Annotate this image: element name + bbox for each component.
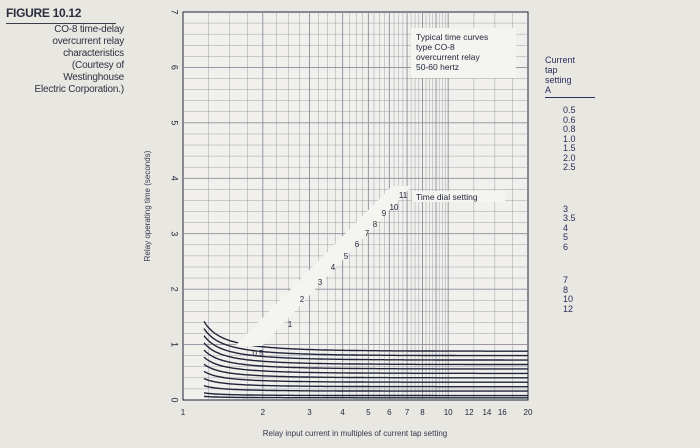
chart-title-box xyxy=(411,28,516,78)
caption-line: (Courtesy of xyxy=(71,60,124,71)
tap-heading-line: Current xyxy=(545,55,576,65)
time-dial-label: 9 xyxy=(382,209,387,218)
y-tick-label: 4 xyxy=(170,176,180,181)
tap-value: 3 xyxy=(563,203,569,214)
caption-line: Westinghouse xyxy=(63,72,124,83)
y-tick-label: 2 xyxy=(170,287,180,292)
tap-value: 7 xyxy=(563,275,569,285)
caption-line: Electric Corporation.) xyxy=(34,84,124,95)
chart-title-line: Typical time curves xyxy=(416,32,488,42)
time-dial-curve-7 xyxy=(203,349,528,370)
figure-caption: FIGURE 10.12 CO-8 time-delay overcurrent… xyxy=(6,6,154,96)
time-dial-curve-11 xyxy=(203,321,528,352)
figure-label: FIGURE 10.12 xyxy=(6,6,82,20)
tap-value: 6 xyxy=(563,241,569,252)
current-tap-setting-panel: Current tap setting A 0.5 0.6 0.8 1.0 1.5 2.0… xyxy=(545,55,605,314)
x-tick-label: 16 xyxy=(498,408,507,417)
x-tick-label: 8 xyxy=(420,408,425,417)
x-tick-label: 1 xyxy=(181,408,186,417)
curve-group xyxy=(203,321,528,399)
tap-value: 2.5 xyxy=(563,162,576,172)
dial-label-band xyxy=(235,186,412,346)
x-tick-label: 12 xyxy=(465,408,474,417)
time-dial-curve-9 xyxy=(203,335,528,361)
caption-line: CO-8 time-delay xyxy=(54,24,124,35)
y-tick-label: 6 xyxy=(170,65,180,70)
time-dial-label: 7 xyxy=(365,229,370,238)
tap-heading-line: A xyxy=(545,85,552,95)
y-tick-label: 5 xyxy=(170,120,180,125)
time-dial-curve-1 xyxy=(203,392,528,397)
tap-value: 4 xyxy=(563,222,569,233)
time-dial-label: 11 xyxy=(399,191,408,200)
y-tick-label: 7 xyxy=(170,9,180,14)
tap-value-group: 7 8 10 12 xyxy=(563,275,605,314)
time-dial-label: 1 xyxy=(288,320,293,329)
tap-value: 2.0 xyxy=(563,152,576,163)
tap-value: 1.0 xyxy=(563,133,576,144)
y-axis-label: Relay operating time (seconds) xyxy=(143,150,152,261)
caption-line: characteristics xyxy=(63,48,124,59)
time-dial-curve-3 xyxy=(203,377,528,388)
y-tick-label: 0 xyxy=(170,397,180,402)
time-dial-label: 4 xyxy=(331,263,336,272)
tap-value: 12 xyxy=(563,303,574,314)
tap-value: 3.5 xyxy=(563,213,576,223)
x-tick-label: 20 xyxy=(524,408,533,417)
tap-heading-line: setting xyxy=(545,75,572,85)
y-tick-label: 1 xyxy=(170,342,180,347)
caption-line: overcurrent relay xyxy=(52,36,124,47)
time-dial-label: 2 xyxy=(300,295,305,304)
x-tick-label: 2 xyxy=(261,408,266,417)
tap-heading-divider xyxy=(545,97,595,98)
tap-value-groups: 0.5 0.6 0.8 1.0 1.5 2.0 2.5 3 3.5 4 5 6 7 8 10 12 xyxy=(545,105,605,314)
tap-value: 10 xyxy=(563,294,574,304)
chart-title-line: overcurrent relay xyxy=(416,52,481,62)
time-dial-label: 8 xyxy=(373,220,378,229)
dial-setting-label: Time dial setting xyxy=(416,192,478,202)
chart-title-line: 50-60 hertz xyxy=(416,62,459,72)
tap-value: 5 xyxy=(563,232,569,242)
tap-value: 1.5 xyxy=(563,143,576,153)
tap-heading-line: tap xyxy=(545,65,558,75)
y-tick-label: 3 xyxy=(170,231,180,236)
time-dial-curve-10 xyxy=(203,328,528,357)
x-tick-label: 10 xyxy=(444,408,453,417)
tap-value: 0.5 xyxy=(563,105,576,115)
x-tick-label: 7 xyxy=(405,408,410,417)
x-tick-label: 3 xyxy=(307,408,312,417)
dial-setting-label-box xyxy=(412,191,505,202)
time-dial-label: 6 xyxy=(355,240,360,249)
tap-value: 0.6 xyxy=(563,114,576,125)
x-tick-label: 5 xyxy=(366,408,371,417)
time-dial-curve-0-5 xyxy=(203,395,528,399)
time-dial-curve-8 xyxy=(203,342,528,366)
tap-value: 8 xyxy=(563,284,569,295)
time-dial-label: 3 xyxy=(318,278,323,287)
tap-value-group: 3 3.5 4 5 6 xyxy=(563,203,605,253)
time-dial-curve-2 xyxy=(203,385,528,392)
tap-value-group: 0.5 0.6 0.8 1.0 1.5 2.0 2.5 xyxy=(563,105,605,173)
x-tick-label: 4 xyxy=(340,408,345,417)
time-dial-label: 5 xyxy=(344,252,349,261)
time-dial-curve-6 xyxy=(203,356,528,375)
time-dial-label: 10 xyxy=(390,203,399,212)
chart-title-line: type CO-8 xyxy=(416,42,455,52)
tap-value: 0.8 xyxy=(563,124,576,134)
x-axis-label: Relay input current in multiples of curr… xyxy=(263,429,448,438)
x-tick-label: 6 xyxy=(387,408,392,417)
time-dial-curve-4 xyxy=(203,370,528,383)
time-dial-label: 0.5 xyxy=(252,349,264,358)
caption-divider xyxy=(6,23,116,24)
time-dial-curve-5 xyxy=(203,363,528,379)
x-tick-label: 14 xyxy=(482,408,491,417)
